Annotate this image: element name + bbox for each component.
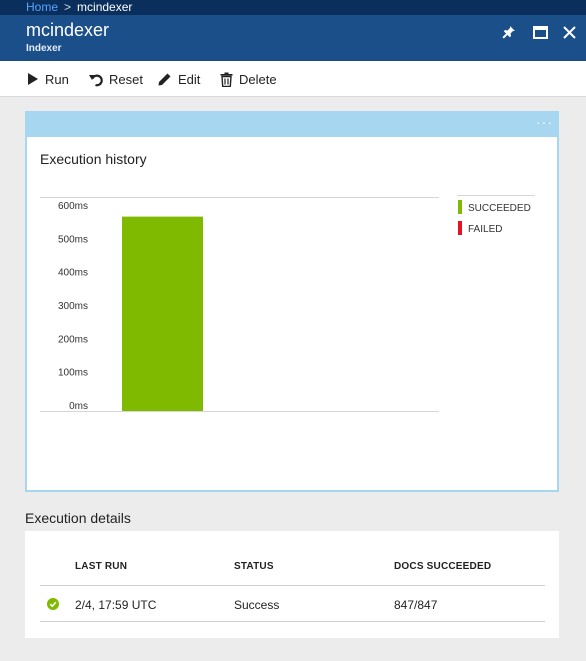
legend-label: FAILED (468, 224, 502, 235)
reset-label: Reset (109, 71, 143, 87)
play-icon (28, 73, 38, 85)
pencil-icon (158, 73, 171, 85)
run-button[interactable]: Run (27, 70, 69, 88)
execution-details-title: Execution details (25, 510, 131, 526)
breadcrumb: Home > mcindexer (0, 0, 586, 15)
reset-icon (89, 74, 103, 86)
y-tick-label: 200ms (58, 334, 88, 345)
docs-succeeded-value: 847/847 (394, 598, 438, 612)
pin-icon (502, 26, 515, 39)
bar-succeeded (122, 216, 203, 411)
y-tick-label: 400ms (58, 268, 88, 279)
breadcrumb-home-link[interactable]: Home (26, 0, 59, 14)
check-circle-icon (47, 598, 59, 610)
breadcrumb-current: mcindexer (77, 0, 133, 14)
execution-history-chart: 600ms 500ms 400ms 300ms 200ms 100ms 0ms SUCCEED… (40, 195, 535, 412)
trash-icon (220, 72, 233, 87)
edit-button[interactable]: Edit (157, 70, 200, 88)
reset-button[interactable]: Reset (88, 70, 143, 88)
blade-subtitle: Indexer (26, 43, 62, 54)
close-icon (562, 25, 576, 39)
execution-details-table: LAST RUN STATUS DOCS SUCCEEDED 2/4, 17:5… (25, 531, 559, 638)
tile-header-bar: ··· (27, 113, 557, 137)
column-header-last-run: LAST RUN (75, 561, 128, 572)
table-row-divider (40, 621, 545, 622)
y-tick-label: 500ms (58, 234, 88, 245)
delete-button[interactable]: Delete (220, 70, 277, 88)
legend-swatch (458, 200, 462, 214)
execution-history-tile[interactable]: ··· Execution history 600ms 500ms 400ms 300… (25, 111, 559, 492)
breadcrumb-separator: > (64, 0, 72, 14)
y-tick-label: 300ms (58, 301, 88, 312)
maximize-icon (532, 25, 548, 39)
legend-swatch (458, 221, 462, 235)
blade-title: mcindexer (26, 20, 110, 40)
legend-label: SUCCEEDED (468, 203, 531, 214)
last-run-value: 2/4, 17:59 UTC (75, 598, 157, 612)
y-tick-label: 600ms (58, 201, 88, 212)
y-tick-label: 0ms (69, 401, 88, 412)
status-value: Success (234, 598, 280, 612)
run-label: Run (45, 71, 69, 87)
y-tick-label: 100ms (58, 368, 88, 379)
maximize-button[interactable] (530, 22, 550, 42)
column-header-docs-succeeded: DOCS SUCCEEDED (394, 561, 492, 572)
more-options-button[interactable]: ··· (536, 114, 553, 130)
column-header-status: STATUS (234, 561, 274, 572)
pin-button[interactable] (499, 22, 519, 42)
delete-label: Delete (239, 71, 277, 87)
close-button[interactable] (559, 22, 579, 42)
edit-label: Edit (178, 71, 201, 87)
table-header-divider (40, 585, 545, 586)
tile-title: Execution history (40, 151, 147, 167)
command-bar: Run Reset Edit Delete (0, 61, 586, 97)
blade-header: mcindexer Indexer (0, 15, 586, 61)
